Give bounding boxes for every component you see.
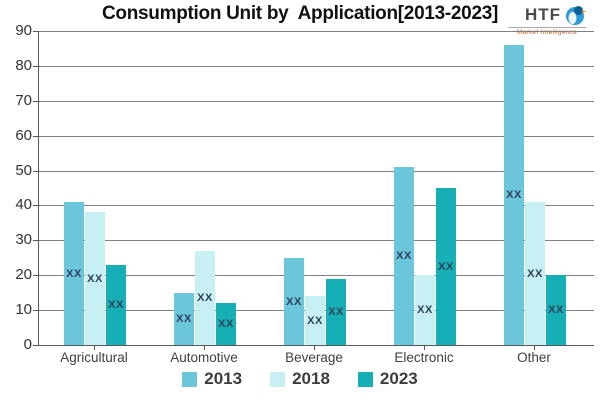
y-axis-tick-mark (33, 135, 38, 137)
x-axis-category-label: Electronic (394, 350, 454, 365)
bar-2013-beverage: XX (284, 258, 304, 345)
bar-value-label: XX (66, 267, 82, 280)
legend-item-2013: 2013 (182, 369, 242, 389)
y-axis-tick-mark (33, 100, 38, 102)
bar-2018-electronic: XX (415, 275, 435, 345)
logo-bird-icon (566, 6, 586, 25)
bar-value-label: XX (108, 299, 124, 311)
bar-value-label: XX (307, 314, 323, 327)
bar-value-label: XX (417, 304, 433, 316)
y-axis-tick-label: 40 (15, 196, 32, 214)
bar-2018-automotive: XX (195, 251, 215, 345)
legend-label: 2013 (204, 369, 243, 388)
x-axis-tick-mark (204, 345, 205, 350)
y-axis-tick-label: 50 (15, 161, 32, 179)
gridline (39, 275, 594, 277)
bar-2013-other: XX (504, 45, 524, 345)
x-axis-tick-mark (534, 345, 535, 350)
y-axis-tick-mark (33, 205, 38, 207)
bar-2023-other: XX (546, 275, 566, 345)
bar-2013-electronic: XX (394, 167, 414, 345)
bar-value-label: XX (87, 272, 103, 285)
logo-brand-text: HTF (524, 5, 561, 24)
bar-2023-electronic: XX (436, 188, 456, 345)
gridline (39, 170, 594, 172)
bar-value-label: XX (176, 313, 192, 325)
y-axis-tick-mark (33, 240, 38, 242)
bar-value-label: XX (286, 295, 302, 308)
bar-value-label: XX (328, 306, 344, 318)
y-axis-tick-label: 90 (15, 22, 32, 39)
bar-value-label: XX (506, 189, 522, 201)
x-axis-tick-mark (314, 345, 315, 350)
bar-value-label: XX (197, 292, 213, 304)
y-axis-tick-mark (33, 31, 38, 32)
legend-swatch-icon (270, 371, 286, 387)
legend-label: 2023 (379, 369, 418, 388)
y-axis-tick-label: 80 (15, 56, 32, 74)
gridline (39, 240, 594, 242)
y-axis-tick-mark (33, 170, 38, 172)
legend-label: 2018 (292, 369, 330, 388)
x-axis-category-label: Automotive (170, 350, 238, 365)
bar-value-label: XX (396, 250, 412, 262)
bar-2018-agricultural: XX (85, 212, 105, 345)
bar-2023-automotive: XX (216, 303, 236, 345)
x-axis-category-label: Other (517, 350, 551, 365)
bar-2023-beverage: XX (326, 279, 346, 345)
y-axis-tick-label: 60 (15, 126, 32, 144)
y-axis-tick-mark (33, 345, 38, 346)
y-axis-tick-mark (33, 65, 38, 67)
chart-title: Consumption Unit by Application[2013-202… (102, 3, 498, 24)
legend: 2013 2018 2023 (0, 369, 600, 389)
x-axis-category-label: Agricultural (60, 350, 128, 365)
htf-logo: HTF Market Intelligence (508, 4, 586, 36)
gridline (39, 100, 594, 102)
bar-2013-automotive: XX (174, 293, 194, 345)
bar-2018-other: XX (525, 202, 545, 345)
x-axis-tick-mark (94, 345, 95, 350)
x-axis-tick-mark (424, 345, 425, 350)
y-axis-tick-label: 70 (15, 91, 32, 109)
gridline (39, 31, 594, 32)
gridline (39, 65, 594, 67)
plot-area: XX XX XX XX XX XX XX XX XX XX XX XX XX XX XX (38, 31, 594, 346)
bar-value-label: XX (438, 260, 454, 273)
y-axis-tick-label: 30 (15, 231, 32, 249)
legend-item-2023: 2023 (357, 369, 418, 389)
x-axis-category-label: Beverage (285, 350, 343, 365)
y-axis-tick-mark (33, 310, 38, 312)
bar-2023-agricultural: XX (106, 265, 126, 345)
y-axis-tick-mark (33, 275, 38, 277)
bar-value-label: XX (218, 318, 234, 330)
y-axis-tick-label: 0 (23, 336, 32, 353)
y-axis-tick-label: 20 (15, 266, 32, 284)
bar-2018-beverage: XX (305, 296, 325, 345)
gridline (39, 205, 594, 207)
logo-tagline: Market Intelligence (508, 27, 586, 36)
bar-value-label: XX (548, 304, 564, 316)
legend-item-2018: 2018 (270, 369, 330, 389)
legend-swatch-icon (357, 371, 373, 387)
y-axis-tick-label: 10 (15, 301, 32, 319)
bar-2013-agricultural: XX (64, 202, 84, 345)
gridline (39, 135, 594, 137)
legend-swatch-icon (182, 371, 198, 387)
bar-value-label: XX (527, 267, 543, 280)
